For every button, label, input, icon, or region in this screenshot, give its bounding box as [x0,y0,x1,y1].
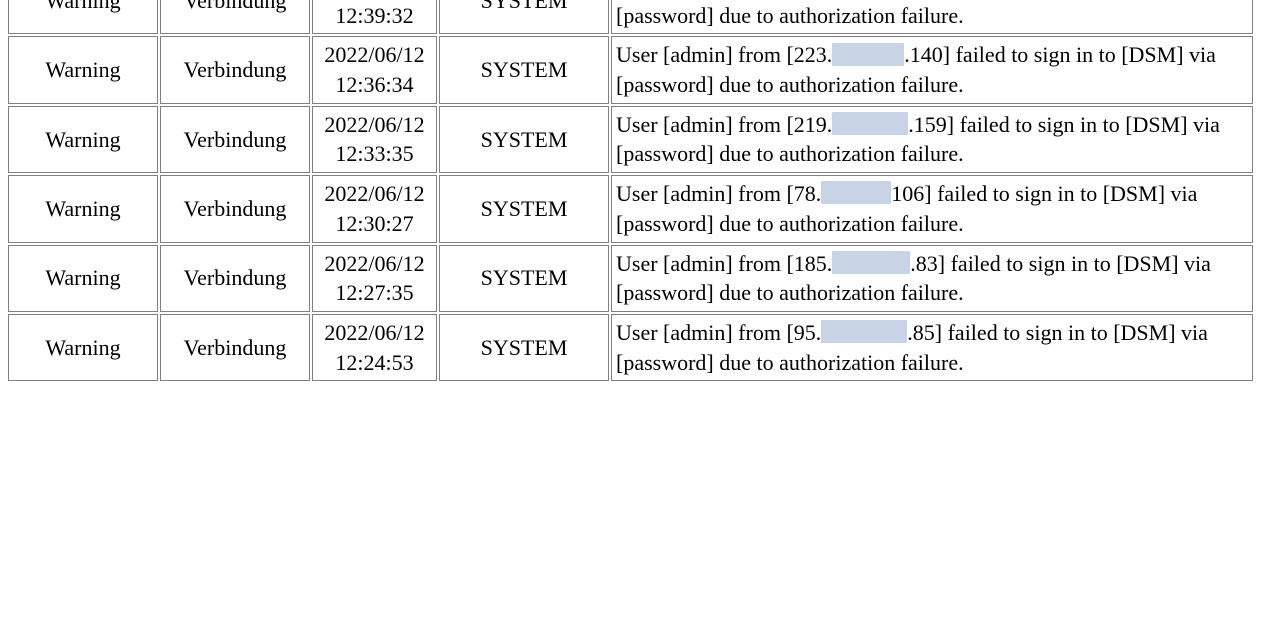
cell-category: Verbindung [160,36,310,103]
cell-category: Verbindung [160,314,310,381]
table-row: Warning Verbindung 2022/06/12 12:39:32 S… [8,0,1253,34]
event-text-pre: User [admin] from [223. [616,42,832,67]
event-text-pre: User [admin] from [185. [616,251,832,276]
cell-level: Warning [8,106,158,173]
cell-event: User [admin] from [219..159] failed to s… [611,106,1253,173]
cell-category: Verbindung [160,175,310,242]
cell-timestamp: 2022/06/12 12:36:34 [312,36,437,103]
cell-event: User [admin] from [78.106] failed to sig… [611,175,1253,242]
cell-category: Verbindung [160,0,310,34]
table-row: Warning Verbindung 2022/06/12 12:27:35 S… [8,245,1253,312]
redaction-block [832,112,908,135]
cell-user: SYSTEM [439,245,609,312]
cell-category: Verbindung [160,106,310,173]
redaction-block [832,43,904,66]
cell-event: User [admin] from [82..15] failed to sig… [611,0,1253,34]
cell-event: User [admin] from [95..85] failed to sig… [611,314,1253,381]
log-table: Warning Verbindung 2022/06/12 12:39:32 S… [6,0,1255,383]
cell-timestamp: 2022/06/12 12:30:27 [312,175,437,242]
cell-level: Warning [8,36,158,103]
table-row: Warning Verbindung 2022/06/12 12:36:34 S… [8,36,1253,103]
cell-user: SYSTEM [439,36,609,103]
log-table-body: Warning Verbindung 2022/06/12 12:39:32 S… [8,0,1253,381]
cell-timestamp: 2022/06/12 12:39:32 [312,0,437,34]
log-scroll-container: Warning Verbindung 2022/06/12 12:39:32 S… [6,0,1255,383]
cell-level: Warning [8,314,158,381]
event-text-post: .15] failed to sign in to [DSM] via [pas… [616,0,1194,28]
redaction-block [821,320,907,343]
cell-event: User [admin] from [223..140] failed to s… [611,36,1253,103]
event-text-pre: User [admin] from [219. [616,112,832,137]
cell-user: SYSTEM [439,314,609,381]
cell-timestamp: 2022/06/12 12:24:53 [312,314,437,381]
log-viewport: Warning Verbindung 2022/06/12 12:39:32 S… [0,0,1261,619]
cell-level: Warning [8,175,158,242]
event-text-pre: User [admin] from [95. [616,320,821,345]
cell-level: Warning [8,245,158,312]
table-row: Warning Verbindung 2022/06/12 12:33:35 S… [8,106,1253,173]
redaction-block [832,251,910,274]
redaction-block [821,181,891,204]
cell-timestamp: 2022/06/12 12:33:35 [312,106,437,173]
cell-level: Warning [8,0,158,34]
cell-user: SYSTEM [439,0,609,34]
event-text-pre: User [admin] from [78. [616,181,821,206]
cell-event: User [admin] from [185..83] failed to si… [611,245,1253,312]
cell-category: Verbindung [160,245,310,312]
cell-user: SYSTEM [439,106,609,173]
table-row: Warning Verbindung 2022/06/12 12:24:53 S… [8,314,1253,381]
cell-user: SYSTEM [439,175,609,242]
table-row: Warning Verbindung 2022/06/12 12:30:27 S… [8,175,1253,242]
cell-timestamp: 2022/06/12 12:27:35 [312,245,437,312]
